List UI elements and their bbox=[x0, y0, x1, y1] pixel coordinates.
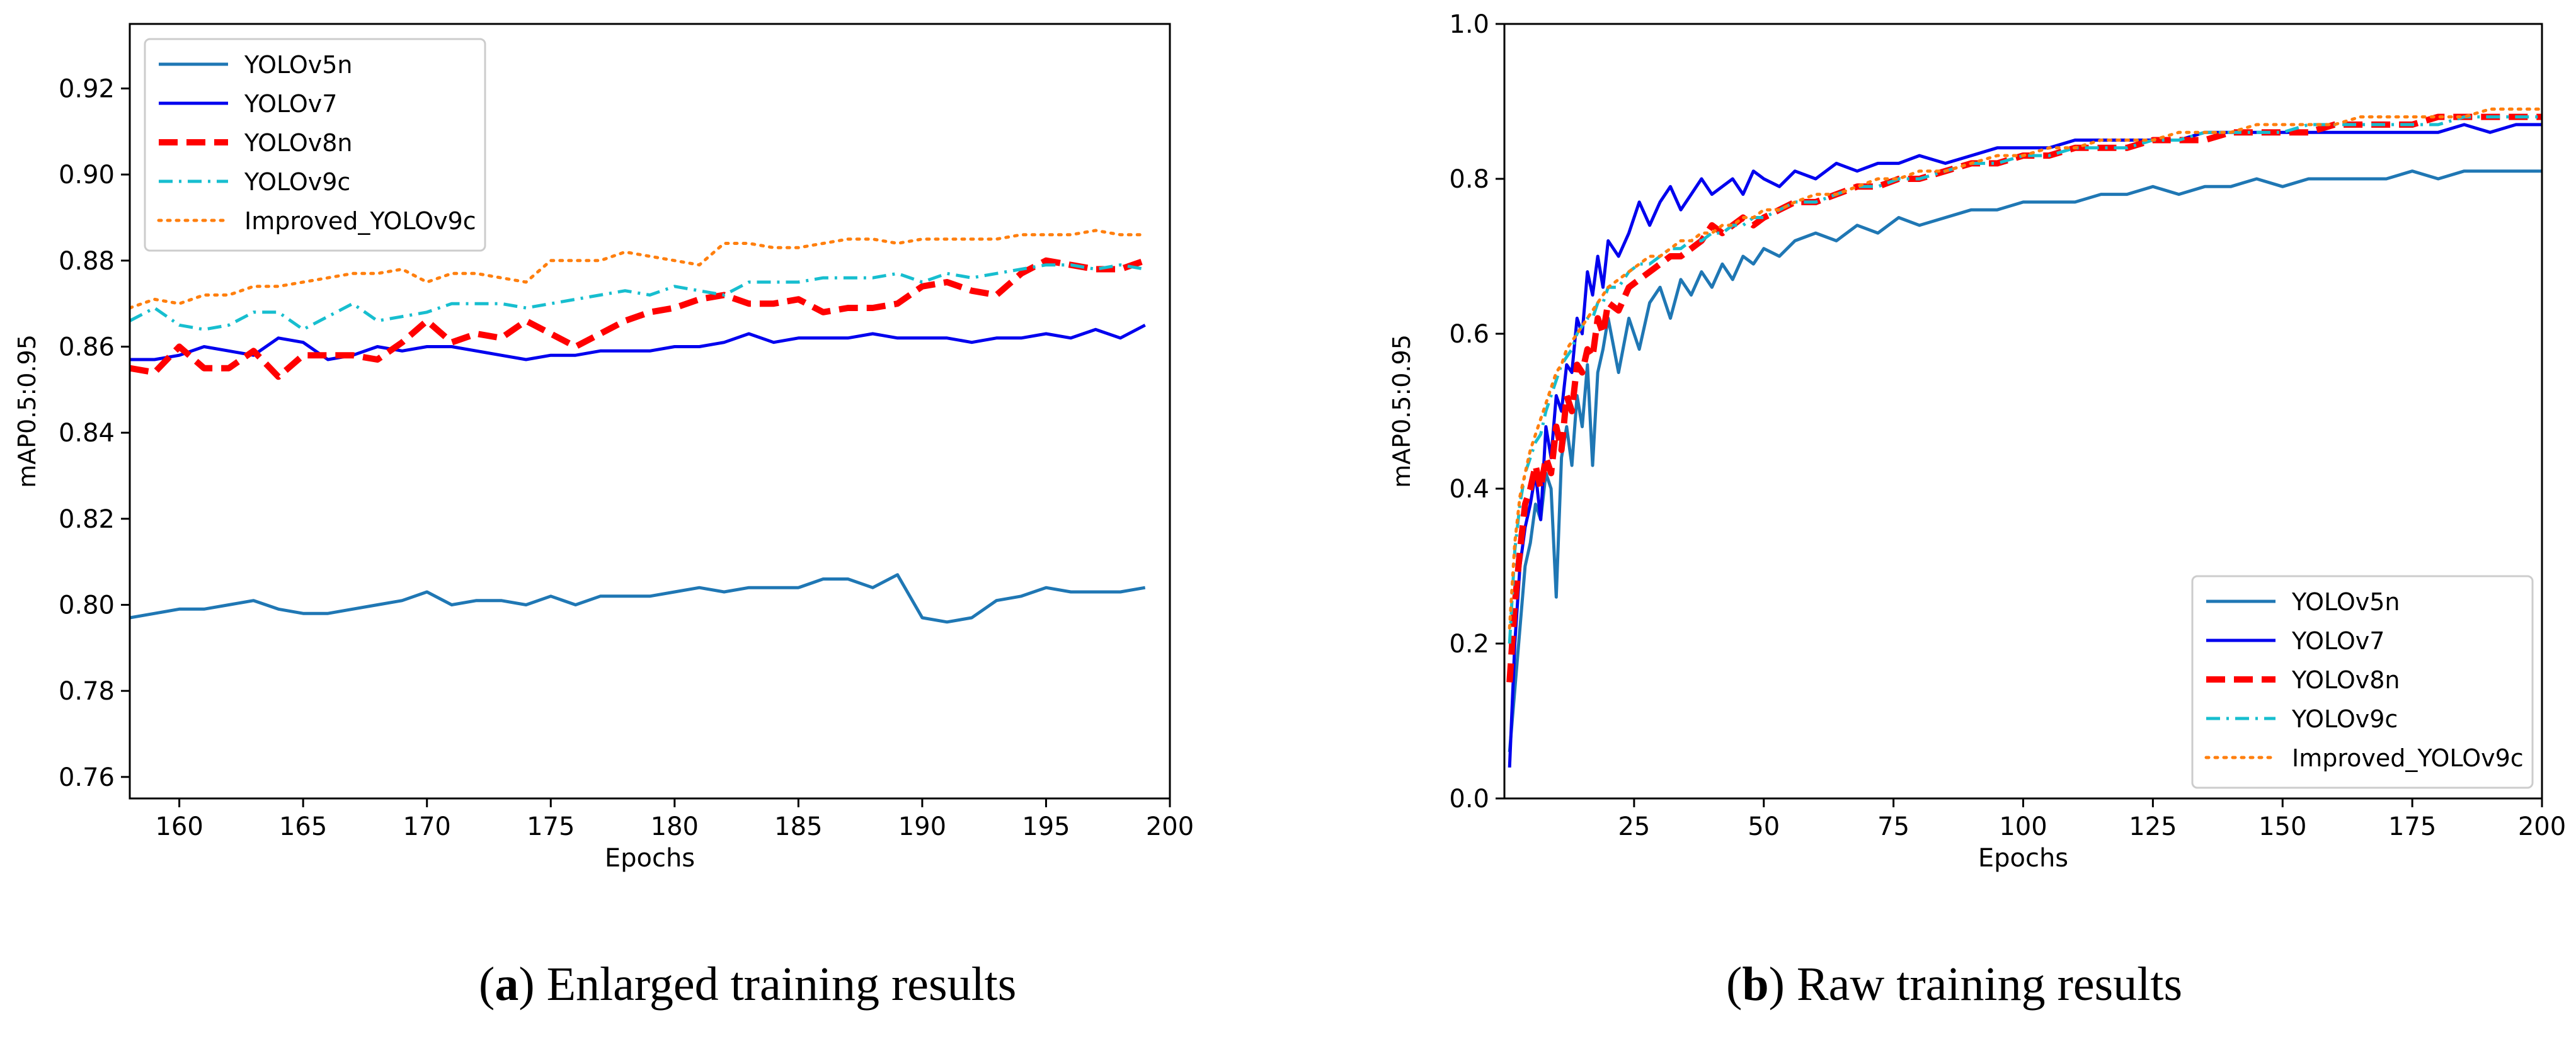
x-tick-label: 25 bbox=[1618, 812, 1650, 841]
x-tick-label: 200 bbox=[1146, 812, 1194, 841]
x-tick-label: 200 bbox=[2518, 812, 2566, 841]
caption-b-label: b bbox=[1742, 958, 1769, 1011]
series-line-yolov5n bbox=[130, 573, 1146, 624]
x-tick-label: 160 bbox=[155, 812, 203, 841]
caption-a-text: Enlarged training results bbox=[534, 958, 1017, 1011]
chart-panel-b: 25 50 75 100 125 150 175 200 0.0 0.2 0.4 0.6 0.8 1.0 E… bbox=[1388, 10, 2566, 873]
y-tick-label: 0.84 bbox=[59, 419, 115, 448]
x-axis-label: Epochs bbox=[605, 844, 695, 873]
y-tick-label: 0.0 bbox=[1449, 785, 1489, 814]
x-tick-label: 190 bbox=[898, 812, 946, 841]
legend: YOLOv5n YOLOv7 YOLOv8n YOLOv9c Improved_YOLO… bbox=[2191, 575, 2534, 789]
caption-a-label: a bbox=[495, 958, 519, 1011]
legend-label-yolov9c: YOLOv9c bbox=[244, 168, 350, 196]
y-tick-label: 0.4 bbox=[1449, 475, 1489, 504]
legend-label-yolov5n: YOLOv5n bbox=[2291, 588, 2400, 616]
y-tick-label: 0.2 bbox=[1449, 630, 1489, 659]
x-tick-label: 50 bbox=[1748, 812, 1780, 841]
y-tick-label: 0.80 bbox=[59, 591, 115, 620]
caption-b-text: Raw training results bbox=[1784, 958, 2183, 1011]
legend: YOLOv5n YOLOv7 YOLOv8n YOLOv9c Improved_YOLO… bbox=[144, 38, 486, 252]
x-tick-label: 75 bbox=[1877, 812, 1909, 841]
series-line-yolov8n bbox=[130, 257, 1147, 380]
y-axis-label: mAP0.5:0.95 bbox=[13, 334, 41, 488]
y-tick-label: 0.76 bbox=[59, 763, 115, 792]
y-tick-label: 0.86 bbox=[59, 333, 115, 362]
y-tick-label: 0.88 bbox=[59, 247, 115, 276]
y-tick-label: 0.6 bbox=[1449, 320, 1489, 349]
plot-frame bbox=[129, 23, 1171, 800]
series-line-improved-yolov9c bbox=[130, 229, 1147, 310]
series-line-yolov7 bbox=[130, 324, 1146, 361]
x-tick-label: 180 bbox=[651, 812, 699, 841]
x-tick-label: 175 bbox=[527, 812, 575, 841]
legend-label-yolov7: YOLOv7 bbox=[2291, 627, 2384, 655]
y-tick-label: 0.8 bbox=[1449, 165, 1489, 194]
y-tick-label: 0.78 bbox=[59, 677, 115, 706]
legend-label-improved-yolov9c: Improved_YOLOv9c bbox=[2292, 744, 2524, 772]
caption-b: (b) Raw training results bbox=[1726, 958, 2183, 1011]
legend-box bbox=[144, 38, 486, 252]
chart-panel-a: 160 165 170 175 180 185 190 195 200 0.76 0.78 0.80 0… bbox=[13, 23, 1194, 873]
y-tick-label: 1.0 bbox=[1449, 10, 1489, 39]
x-tick-label: 100 bbox=[1999, 812, 2047, 841]
y-tick-label: 0.82 bbox=[59, 505, 115, 534]
x-tick-label: 195 bbox=[1022, 812, 1070, 841]
legend-label-improved-yolov9c: Improved_YOLOv9c bbox=[244, 207, 476, 235]
legend-box bbox=[2191, 575, 2534, 789]
legend-label-yolov7: YOLOv7 bbox=[244, 90, 337, 118]
series-line-yolov8n bbox=[1506, 113, 2542, 683]
legend-label-yolov5n: YOLOv5n bbox=[244, 51, 353, 79]
legend-label-yolov8n: YOLOv8n bbox=[244, 129, 353, 157]
y-axis-label: mAP0.5:0.95 bbox=[1388, 334, 1416, 488]
y-tick-label: 0.90 bbox=[59, 161, 115, 190]
x-tick-label: 125 bbox=[2129, 812, 2177, 841]
legend-label-yolov8n: YOLOv8n bbox=[2291, 666, 2400, 694]
series-line-improved-yolov9c bbox=[1508, 107, 2542, 630]
x-tick-label: 185 bbox=[774, 812, 822, 841]
x-tick-label: 170 bbox=[403, 812, 451, 841]
x-axis-label: Epochs bbox=[1978, 844, 2068, 873]
x-tick-label: 150 bbox=[2258, 812, 2306, 841]
y-tick-label: 0.92 bbox=[59, 75, 115, 104]
series-line-yolov5n bbox=[1508, 169, 2542, 752]
x-tick-label: 175 bbox=[2388, 812, 2436, 841]
legend-label-yolov9c: YOLOv9c bbox=[2291, 705, 2398, 733]
series-line-yolov9c bbox=[130, 263, 1146, 331]
x-tick-label: 165 bbox=[279, 812, 327, 841]
caption-a: (a) Enlarged training results bbox=[479, 958, 1017, 1011]
